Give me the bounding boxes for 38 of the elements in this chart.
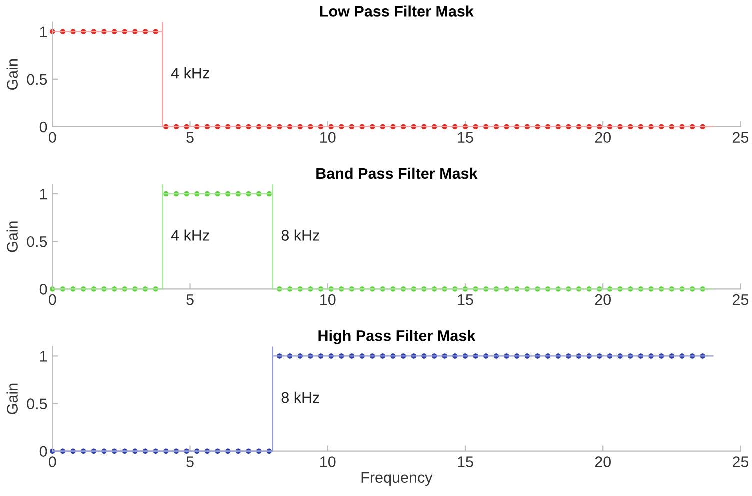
x-tick-label: 20 <box>595 294 612 306</box>
y-axis-title: Gain <box>6 222 18 252</box>
chart-title: Low Pass Filter Mask <box>320 6 474 17</box>
x-tick-label: 15 <box>458 132 474 144</box>
x-tick-label: 0 <box>48 456 56 468</box>
x-tick-label: 10 <box>320 132 336 144</box>
x-tick-label: 10 <box>320 294 336 306</box>
x-tick-label: 20 <box>595 132 612 144</box>
x-tick-label: 0 <box>48 132 56 144</box>
ref-line-label: 4 kHz <box>171 230 210 241</box>
x-tick-label: 15 <box>458 456 474 468</box>
x-tick-label: 5 <box>186 456 194 468</box>
ref-line-label: 8 kHz <box>282 230 320 241</box>
y-axis-title: Gain <box>6 384 18 414</box>
x-tick-label: 5 <box>186 132 194 144</box>
x-tick-label: 5 <box>186 294 194 306</box>
y-tick-label: 1 <box>40 351 48 362</box>
x-tick-label: 25 <box>732 132 749 144</box>
x-tick-label: 0 <box>48 294 56 306</box>
y-tick-label: 1 <box>40 189 48 200</box>
y-tick-label: 0 <box>40 284 48 295</box>
chart-title: High Pass Filter Mask <box>318 330 476 344</box>
x-tick-label: 25 <box>732 456 749 468</box>
y-axis-title: Gain <box>6 59 18 90</box>
x-tick-label: 20 <box>595 456 612 468</box>
ref-line-label: 8 kHz <box>282 392 320 404</box>
y-tick-label: 1 <box>40 26 48 38</box>
chart-title: Band Pass Filter Mask <box>316 168 478 180</box>
x-tick-label: 25 <box>732 294 749 306</box>
x-tick-label: 10 <box>320 456 336 468</box>
y-tick-label: 0.5 <box>27 236 48 248</box>
y-tick-label: 0 <box>40 122 48 133</box>
ref-line-label: 4 kHz <box>171 68 210 79</box>
x-axis-title: Frequency <box>362 472 433 486</box>
y-tick-label: 0 <box>40 446 48 458</box>
y-tick-label: 0.5 <box>27 398 48 410</box>
y-tick-label: 0.5 <box>27 74 48 86</box>
x-tick-label: 15 <box>458 294 474 306</box>
